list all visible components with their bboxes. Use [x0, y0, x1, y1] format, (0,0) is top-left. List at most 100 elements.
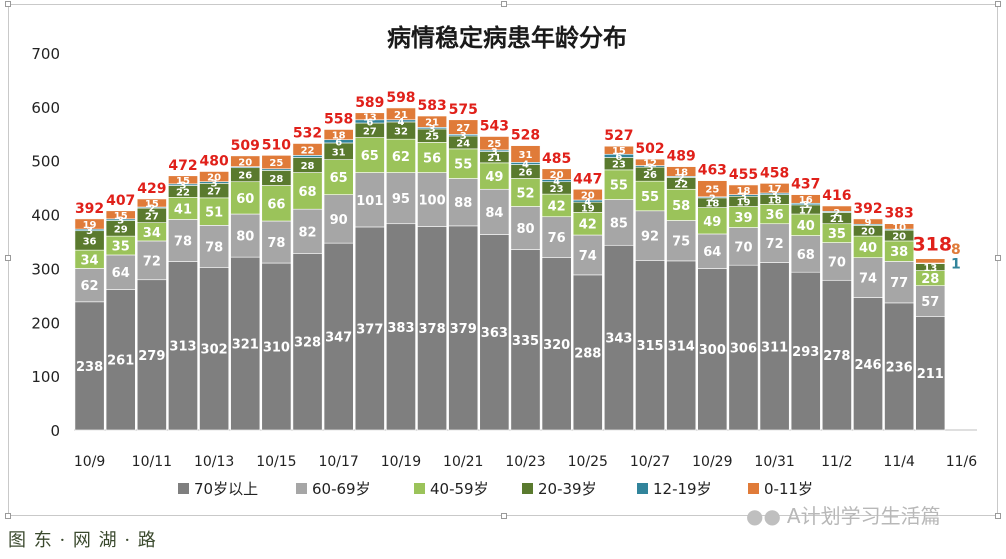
- resize-handle[interactable]: [5, 255, 11, 261]
- data-label: 343: [605, 332, 632, 347]
- data-label: 85: [610, 216, 628, 231]
- data-label: 35: [828, 227, 846, 242]
- total-label: 589: [355, 95, 384, 111]
- bar-segment: [136, 198, 167, 208]
- data-label: 74: [579, 249, 597, 264]
- data-label: 288: [574, 346, 601, 361]
- data-label: 306: [730, 342, 757, 357]
- data-label: 28: [921, 272, 939, 287]
- data-label: 18: [674, 167, 688, 178]
- total-label: 480: [200, 153, 229, 169]
- bar-segment: [821, 279, 852, 431]
- total-label: 447: [573, 171, 602, 187]
- data-label: 21: [425, 118, 439, 129]
- data-label: 78: [205, 240, 223, 255]
- data-label: 92: [641, 230, 659, 245]
- bar-segment: [790, 194, 821, 204]
- x-tick-label: 10/25: [568, 454, 608, 470]
- data-label: 379: [450, 322, 477, 337]
- y-tick-label: 600: [31, 99, 60, 117]
- data-label: 80: [516, 222, 534, 237]
- data-label: 320: [543, 338, 570, 353]
- data-label: 18: [705, 199, 719, 210]
- legend-swatch: [637, 483, 648, 494]
- data-label: 19: [83, 220, 97, 231]
- data-label: 20: [207, 173, 221, 184]
- data-label: 4: [522, 159, 529, 170]
- data-label: 13: [363, 112, 377, 123]
- data-label: 20: [892, 232, 906, 243]
- data-label: 20: [550, 170, 564, 181]
- data-label: 6: [335, 137, 342, 148]
- bar-segment: [884, 223, 915, 230]
- resize-handle[interactable]: [995, 513, 1001, 519]
- total-label: 392: [75, 201, 104, 217]
- data-label: 3: [802, 200, 809, 211]
- data-label: 25: [487, 139, 501, 150]
- data-label: 31: [519, 150, 533, 161]
- side-label: 1: [951, 256, 961, 272]
- x-tick-label: 10/23: [505, 454, 545, 470]
- resize-handle[interactable]: [5, 1, 11, 7]
- x-tick-label: 10/13: [194, 454, 234, 470]
- resize-handle[interactable]: [995, 1, 1001, 7]
- bar-segment: [479, 234, 510, 431]
- resize-handle[interactable]: [5, 513, 11, 519]
- bar-segment: [603, 169, 634, 200]
- data-label: 70: [734, 240, 752, 255]
- data-label: 74: [859, 272, 877, 287]
- data-label: 35: [112, 240, 130, 255]
- resize-handle[interactable]: [501, 1, 507, 7]
- bar-segment: [354, 112, 385, 121]
- chart-title: 病情稳定病患年龄分布: [387, 24, 627, 52]
- total-label: 416: [822, 188, 851, 204]
- data-label: 18: [332, 131, 346, 142]
- bar-segment: [853, 218, 883, 225]
- data-label: 236: [886, 360, 913, 375]
- data-label: 75: [672, 235, 690, 250]
- bar-segment: [230, 256, 261, 431]
- bar-segment: [666, 220, 697, 262]
- data-label: 49: [485, 170, 503, 185]
- total-label: 437: [791, 177, 820, 193]
- data-label: 3: [491, 147, 498, 158]
- bar-segment: [323, 129, 354, 141]
- bar-segment: [323, 194, 354, 244]
- data-label: 302: [201, 343, 228, 358]
- y-tick-label: 0: [50, 422, 60, 440]
- data-label: 3: [740, 191, 747, 202]
- data-label: 68: [298, 185, 316, 200]
- data-label: 2: [678, 173, 685, 184]
- data-label: 18: [768, 195, 782, 206]
- data-label: 23: [550, 184, 564, 195]
- bar-segment: [790, 271, 821, 431]
- data-label: 311: [761, 340, 788, 355]
- data-label: 95: [392, 192, 410, 207]
- x-tick-label: 10/17: [318, 454, 358, 470]
- data-label: 65: [330, 171, 348, 186]
- data-label: 300: [699, 343, 726, 358]
- bar-segment: [603, 145, 634, 155]
- data-label: 55: [641, 190, 659, 205]
- data-label: 20: [581, 191, 595, 202]
- x-tick-label: 10/27: [630, 454, 670, 470]
- data-label: 4: [553, 177, 560, 188]
- resize-handle[interactable]: [501, 513, 507, 519]
- data-label: 15: [176, 176, 190, 187]
- resize-handle[interactable]: [995, 255, 1001, 261]
- total-label: 532: [293, 125, 322, 141]
- total-label: 502: [635, 141, 664, 157]
- data-label: 70: [828, 255, 846, 270]
- x-tick-label: 10/11: [132, 454, 172, 470]
- data-label: 34: [143, 226, 161, 241]
- data-label: 82: [298, 225, 316, 240]
- bar-segment: [479, 188, 510, 235]
- bar-segment: [479, 136, 510, 151]
- data-label: 279: [138, 349, 165, 364]
- bar-segment: [168, 261, 198, 431]
- bar-segment: [105, 289, 136, 431]
- bar-segment: [168, 175, 198, 185]
- bar-segment: [230, 181, 261, 215]
- y-tick-label: 400: [31, 207, 60, 225]
- bar-segment: [697, 180, 728, 198]
